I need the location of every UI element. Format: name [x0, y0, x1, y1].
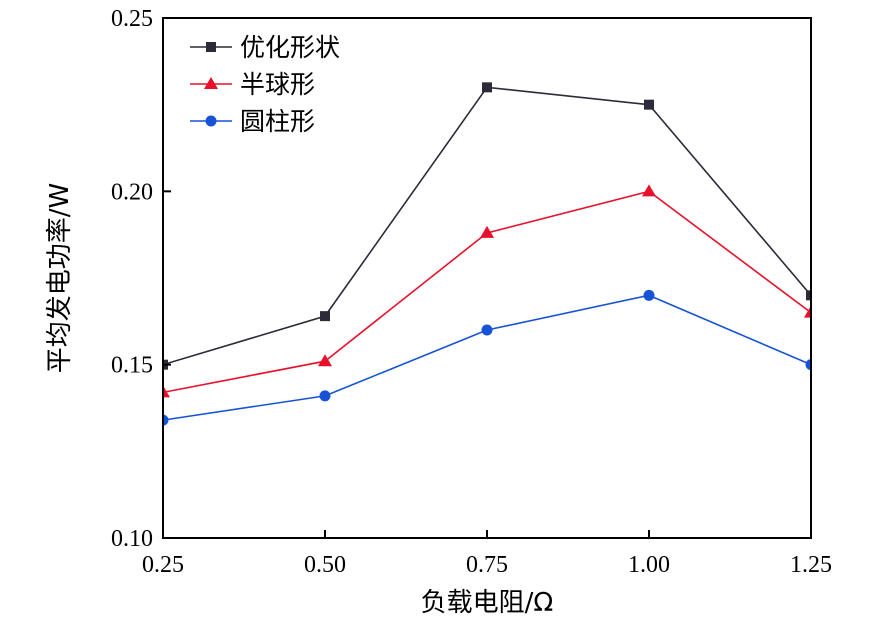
- data-point: [643, 289, 655, 301]
- y-tick-label: 0.10: [111, 526, 153, 552]
- data-point: [319, 390, 331, 402]
- data-point: [163, 385, 170, 398]
- data-point: [805, 359, 811, 371]
- series-layer: [163, 82, 811, 426]
- series-2: [163, 184, 811, 398]
- legend-item: 优化形状: [190, 33, 340, 62]
- data-point: [644, 99, 654, 110]
- legend-label: 优化形状: [240, 33, 340, 62]
- legend-label: 半球形: [240, 70, 315, 99]
- x-tick-label: 0.25: [142, 552, 184, 578]
- x-tick-label: 0.50: [304, 552, 346, 578]
- y-tick-label: 0.25: [111, 6, 153, 32]
- y-tick-label: 0.15: [111, 353, 153, 379]
- x-tick-label: 0.75: [466, 552, 508, 578]
- x-tick-label: 1.25: [790, 552, 832, 578]
- data-point: [163, 414, 169, 426]
- y-axis-title: 平均发电功率/W: [45, 183, 75, 373]
- y-tick-label: 0.20: [111, 179, 153, 205]
- data-point: [320, 311, 330, 322]
- series-line: [163, 294, 811, 421]
- data-point: [318, 354, 332, 367]
- x-axis-ticks: 0.25 0.50 0.75 1.00 1.25: [142, 530, 832, 578]
- series-line: [163, 190, 811, 394]
- x-axis-title: 负载电阻/Ω: [421, 588, 554, 618]
- legend-item: 半球形: [190, 70, 315, 99]
- data-point: [642, 184, 656, 197]
- y-axis-ticks: 0.10 0.15 0.20 0.25: [111, 6, 171, 552]
- data-point: [480, 225, 494, 238]
- legend-marker: [205, 115, 217, 127]
- data-point: [482, 82, 492, 93]
- legend-marker: [204, 77, 218, 89]
- data-point: [481, 324, 493, 336]
- series-3: [163, 289, 811, 426]
- data-point: [804, 305, 811, 318]
- legend-label: 圆柱形: [240, 107, 315, 136]
- legend-marker: [206, 42, 216, 52]
- data-point: [806, 290, 811, 301]
- legend-item: 圆柱形: [190, 107, 315, 136]
- x-tick-label: 1.00: [628, 552, 670, 578]
